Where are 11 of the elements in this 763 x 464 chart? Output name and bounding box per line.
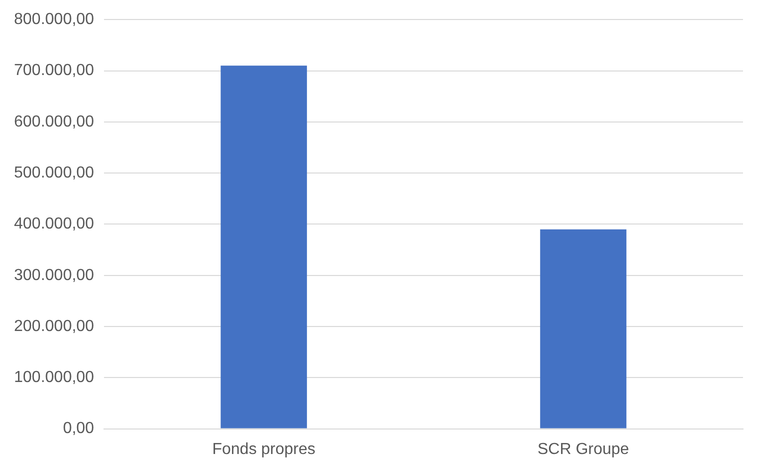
x-tick-label: SCR Groupe (537, 440, 630, 458)
y-tick-label: 800.000,00 (14, 11, 94, 28)
y-tick-label: 100.000,00 (14, 369, 94, 386)
x-tick-label: Fonds propres (212, 440, 316, 458)
y-tick-label: 200.000,00 (14, 318, 94, 335)
y-tick-label: 400.000,00 (14, 216, 94, 233)
y-tick-label: 500.000,00 (14, 164, 94, 182)
y-tick-label: 700.000,00 (14, 62, 94, 80)
y-tick-label: 0,00 (62, 420, 94, 438)
y-tick-label: 300.000,00 (14, 266, 94, 284)
y-tick-label: 600.000,00 (14, 113, 94, 130)
